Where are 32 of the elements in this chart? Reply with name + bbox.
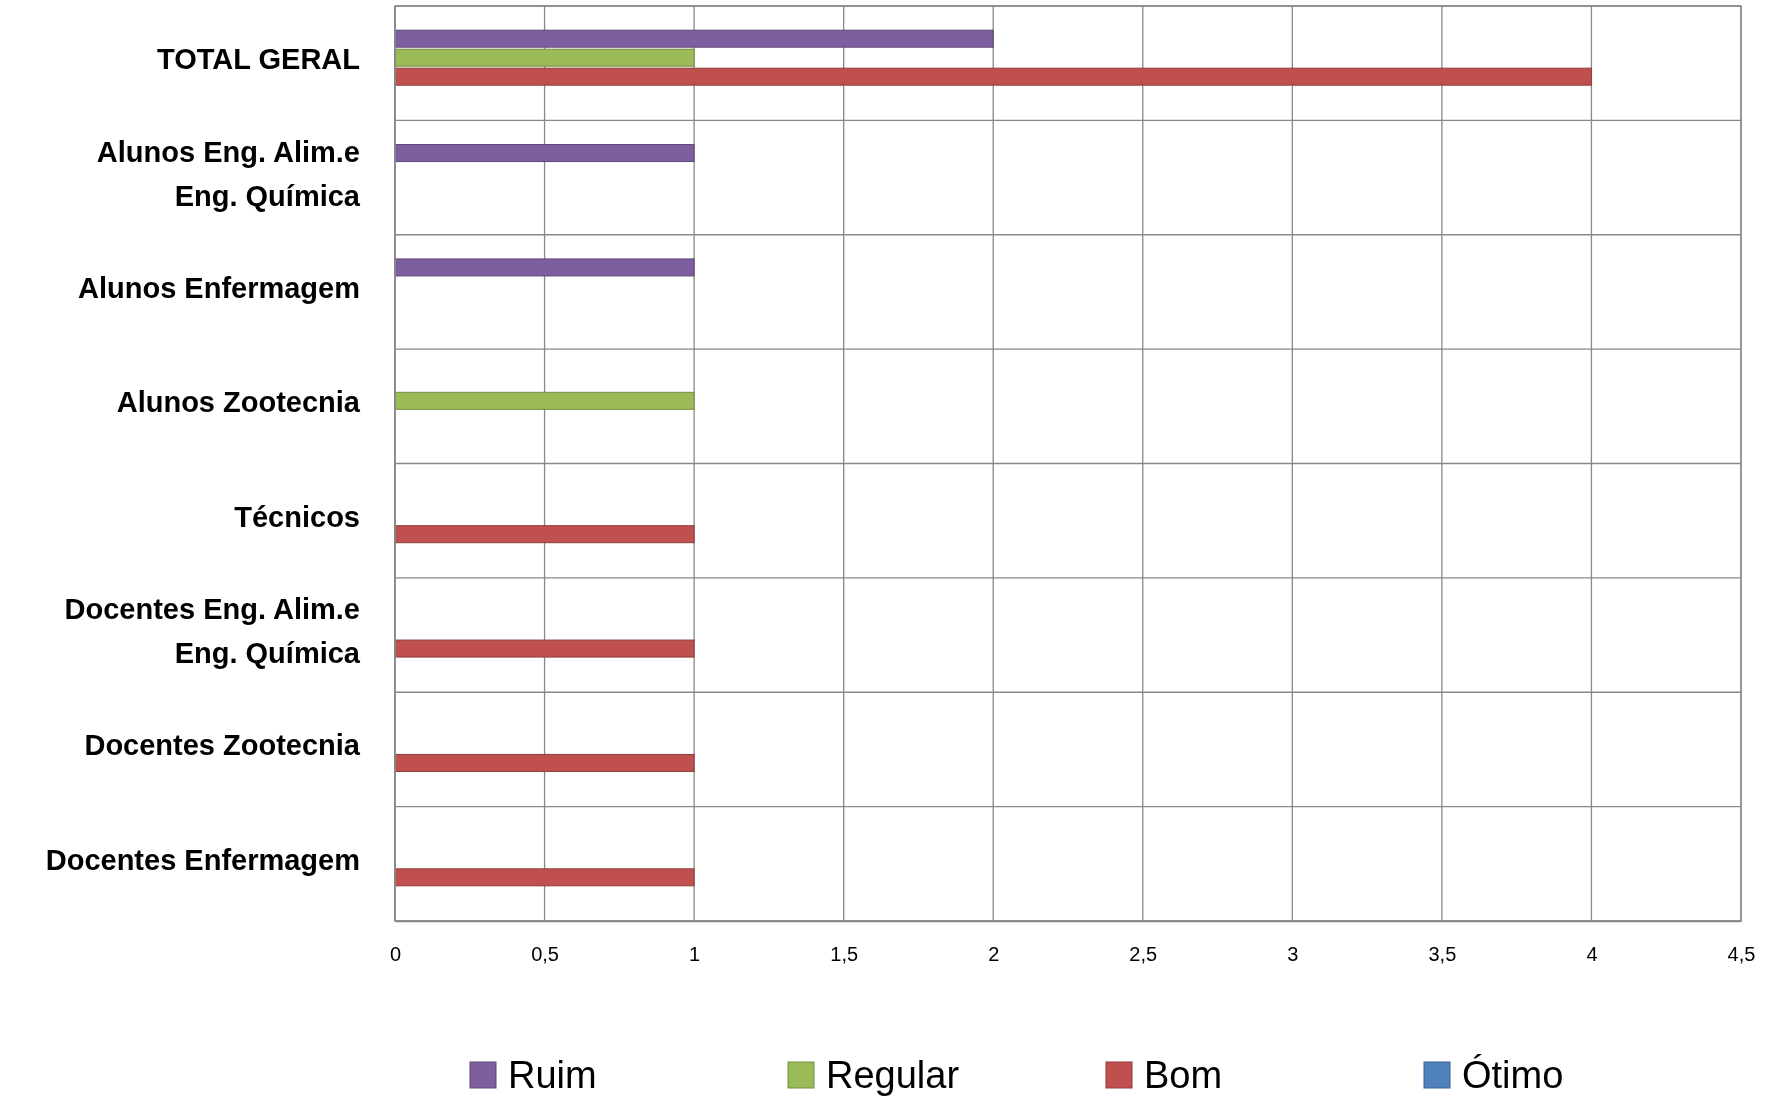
legend-label: Bom xyxy=(1144,1054,1223,1096)
y-tick-label: Docentes Eng. Alim.e Eng. Química xyxy=(64,593,361,670)
bar xyxy=(394,258,695,277)
x-tick-label: 2 xyxy=(988,943,1000,966)
x-tick-label: 0 xyxy=(389,943,402,966)
y-tick-label: Técnicos xyxy=(234,500,360,533)
bar xyxy=(394,67,1592,86)
x-tick-label: 2,5 xyxy=(1129,943,1158,966)
bar xyxy=(394,391,695,410)
legend-label: Regular xyxy=(826,1054,960,1096)
x-tick-label: 1 xyxy=(689,943,701,966)
y-tick-label: Alunos Zootecnia xyxy=(116,386,361,419)
bar xyxy=(394,144,695,163)
y-tick-label: Alunos Eng. Alim.e Eng. Química xyxy=(96,135,361,212)
x-tick-label: 3 xyxy=(1287,943,1299,966)
bar xyxy=(394,48,695,67)
y-tick-label: TOTAL GERAL xyxy=(157,43,360,76)
x-tick-label: 4 xyxy=(1586,943,1598,966)
bar xyxy=(394,29,994,48)
x-tick-label: 4,5 xyxy=(1727,943,1756,966)
bar xyxy=(394,753,695,772)
bar xyxy=(394,525,695,544)
y-tick-label: Alunos Enfermagem xyxy=(78,271,360,304)
y-tick-label: Docentes Zootecnia xyxy=(84,729,361,762)
legend-label: Ruim xyxy=(508,1054,597,1096)
x-tick-label: 1,5 xyxy=(830,943,859,966)
x-tick-label: 0,5 xyxy=(531,943,559,966)
x-tick-label: 3,5 xyxy=(1428,943,1457,966)
bar xyxy=(394,868,695,887)
legend-label: Ótimo xyxy=(1462,1054,1564,1096)
y-tick-label: Docentes Enfermagem xyxy=(45,843,360,876)
bar xyxy=(394,639,695,658)
